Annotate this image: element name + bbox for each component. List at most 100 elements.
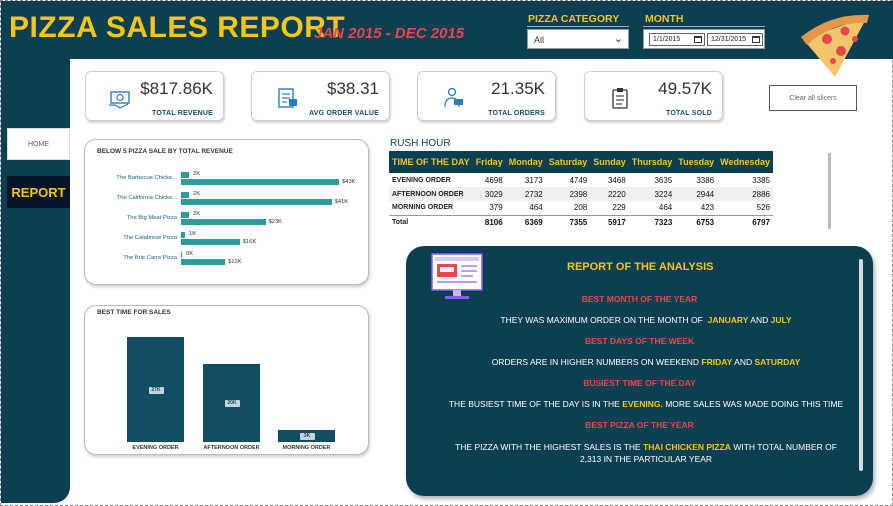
quantity-label: 1K [189, 231, 197, 237]
table-cell: 3468 [607, 175, 626, 185]
nav-report-button[interactable]: REPORT [7, 176, 70, 208]
chevron-down-icon: ⌄ [613, 33, 623, 45]
pizza-name-label: The California Chicke... [116, 195, 177, 201]
revenue-bar[interactable] [181, 199, 332, 205]
table-cell: 3224 [628, 187, 676, 201]
bar-category-label: MORNING ORDER [282, 445, 331, 451]
column-header[interactable]: Sunday [590, 151, 629, 173]
row-label: AFTERNOON ORDER [389, 187, 473, 201]
kpi-total-orders: 21.35K TOTAL ORDERS [417, 71, 556, 121]
column-header[interactable]: Saturday [545, 151, 591, 173]
table-cell: 3173 [524, 175, 543, 185]
analysis-panel [406, 246, 873, 496]
category-dropdown[interactable]: All ⌄ [527, 29, 629, 49]
table-cell: 3386 [696, 175, 715, 185]
analysis-scrollbar[interactable] [859, 259, 863, 471]
column-header[interactable]: Monday [505, 151, 546, 173]
analysis-title: REPORT OF THE ANALYSIS [567, 261, 714, 273]
revenue-label: $43K [342, 179, 356, 185]
nav-home-button[interactable]: HOME [7, 128, 70, 160]
table-cell: 423 [700, 203, 715, 213]
column-header[interactable]: Tuesday [675, 151, 718, 173]
table-cell: 2944 [675, 187, 718, 201]
quantity-bar[interactable] [181, 212, 189, 218]
table-cell: 7355 [545, 214, 591, 229]
row-label: MORNING ORDER [392, 204, 454, 212]
revenue-label: $41K [334, 199, 349, 205]
row-label: EVENING ORDER [392, 176, 451, 184]
table-cell: 464 [658, 203, 673, 213]
pizza-slice-icon [801, 14, 869, 77]
table-cell: 6753 [675, 214, 718, 229]
table-cell: 2398 [545, 187, 591, 201]
analysis-text-part: WITH TOTAL NUMBER OF [733, 442, 837, 452]
analysis-heading: BEST MONTH OF THE YEAR [581, 294, 698, 304]
quantity-bar[interactable] [181, 232, 185, 238]
analysis-highlight: FRIDAY [701, 357, 733, 367]
column-header[interactable]: Friday [472, 151, 506, 173]
bar-value-label: 3K [299, 433, 315, 441]
analysis-heading: BUSIEST TIME OF THE DAY [583, 378, 696, 388]
table-row: AFTERNOON ORDER 3029 2732 2398 2220 3224… [389, 187, 773, 201]
monitor-chart-icon [431, 253, 483, 299]
analysis-text-part: THE PIZZA WITH THE HIGHEST SALES IS THE [455, 442, 641, 452]
page-subtitle: JAN 2015 - DEC 2015 [314, 25, 465, 42]
table-cell: 2220 [590, 187, 629, 201]
analysis-highlight: THAI CHICKEN PIZZA [643, 442, 731, 452]
revenue-label: $12K [228, 259, 242, 265]
analysis-text-part: THEY WAS MAXIMUM ORDER ON THE MONTH OF [500, 315, 703, 325]
kpi-value: 21.35K [491, 79, 545, 98]
analysis-text-part: ORDERS ARE IN HIGHER NUMBERS ON WEEKEND [491, 357, 700, 367]
pizza-name-label: The Calabrese Pizza [123, 235, 177, 241]
kpi-value: 49.57K [658, 79, 712, 98]
analysis-heading: BEST DAYS OF THE WEEK [584, 336, 695, 346]
revenue-bar[interactable] [181, 259, 226, 265]
receipt-icon [278, 88, 297, 108]
revenue-bar[interactable] [181, 239, 240, 245]
quantity-bar[interactable] [181, 172, 189, 178]
month-range-slicer: 1/1/2015 12/31/2015 [643, 29, 765, 49]
kpi-label: AVG ORDER VALUE [308, 110, 379, 117]
analysis-text-part: MORE SALES WAS MADE DOING THIS TIME [665, 399, 844, 409]
revenue-bar[interactable] [181, 219, 266, 225]
bar-value-label: 27K [148, 386, 164, 394]
table-cell: 8106 [472, 214, 506, 229]
clear-slicers-button[interactable]: Clear all slicers [769, 85, 857, 111]
kpi-label: TOTAL REVENUE [152, 110, 213, 117]
bar-value-label: 20K [224, 400, 240, 408]
table-cell: 2732 [505, 187, 546, 201]
table-cell: 229 [612, 203, 626, 213]
table-scrollbar[interactable] [828, 153, 831, 229]
analysis-highlight: JULY [770, 315, 792, 325]
column-header[interactable]: Thursday [628, 151, 676, 173]
kpi-value: $817.86K [140, 79, 213, 98]
analysis-text-part: AND [750, 315, 769, 325]
revenue-label: $16K [242, 239, 257, 245]
column-header[interactable]: Wednesday [717, 151, 773, 173]
date-from-field[interactable]: 1/1/2015 [649, 33, 705, 46]
date-to-field[interactable]: 12/31/2015 [707, 33, 763, 46]
bar-category-label: AFTERNOON ORDER [203, 445, 260, 451]
quantity-bar[interactable] [181, 252, 182, 258]
table-total-row: Total 8106 6369 7355 5917 7323 6753 6797 [389, 214, 773, 229]
row-label: Total [389, 214, 473, 229]
table-cell: 5917 [590, 214, 629, 229]
calendar-icon[interactable] [694, 36, 702, 43]
below5-chart-title: BELOW 5 PIZZA SALE BY TOTAL REVENUE [97, 148, 233, 155]
pizza-name-label: The Brie Carre Pizza [123, 255, 177, 261]
category-divider [527, 26, 629, 27]
analysis-heading: BEST PIZZA OF THE YEAR [585, 420, 694, 430]
calendar-icon[interactable] [752, 36, 760, 43]
table-header-row: TIME OF THE DAY Friday Monday Saturday S… [389, 151, 773, 173]
column-header[interactable]: TIME OF THE DAY [389, 151, 473, 173]
table-cell: 6369 [505, 214, 546, 229]
quantity-label: 2K [193, 191, 201, 197]
table-cell: 3029 [472, 187, 506, 201]
quantity-bar[interactable] [181, 192, 189, 198]
category-slicer-label: PIZZA CATEGORY [528, 13, 620, 25]
analysis-text: ORDERS ARE IN HIGHER NUMBERS ON WEEKEND … [441, 357, 851, 367]
category-dropdown-value: All [534, 35, 545, 45]
revenue-bar[interactable] [181, 179, 339, 185]
kpi-avg-order-value: $38.31 AVG ORDER VALUE [251, 71, 390, 121]
page-title: PIZZA SALES REPORT [9, 11, 346, 44]
